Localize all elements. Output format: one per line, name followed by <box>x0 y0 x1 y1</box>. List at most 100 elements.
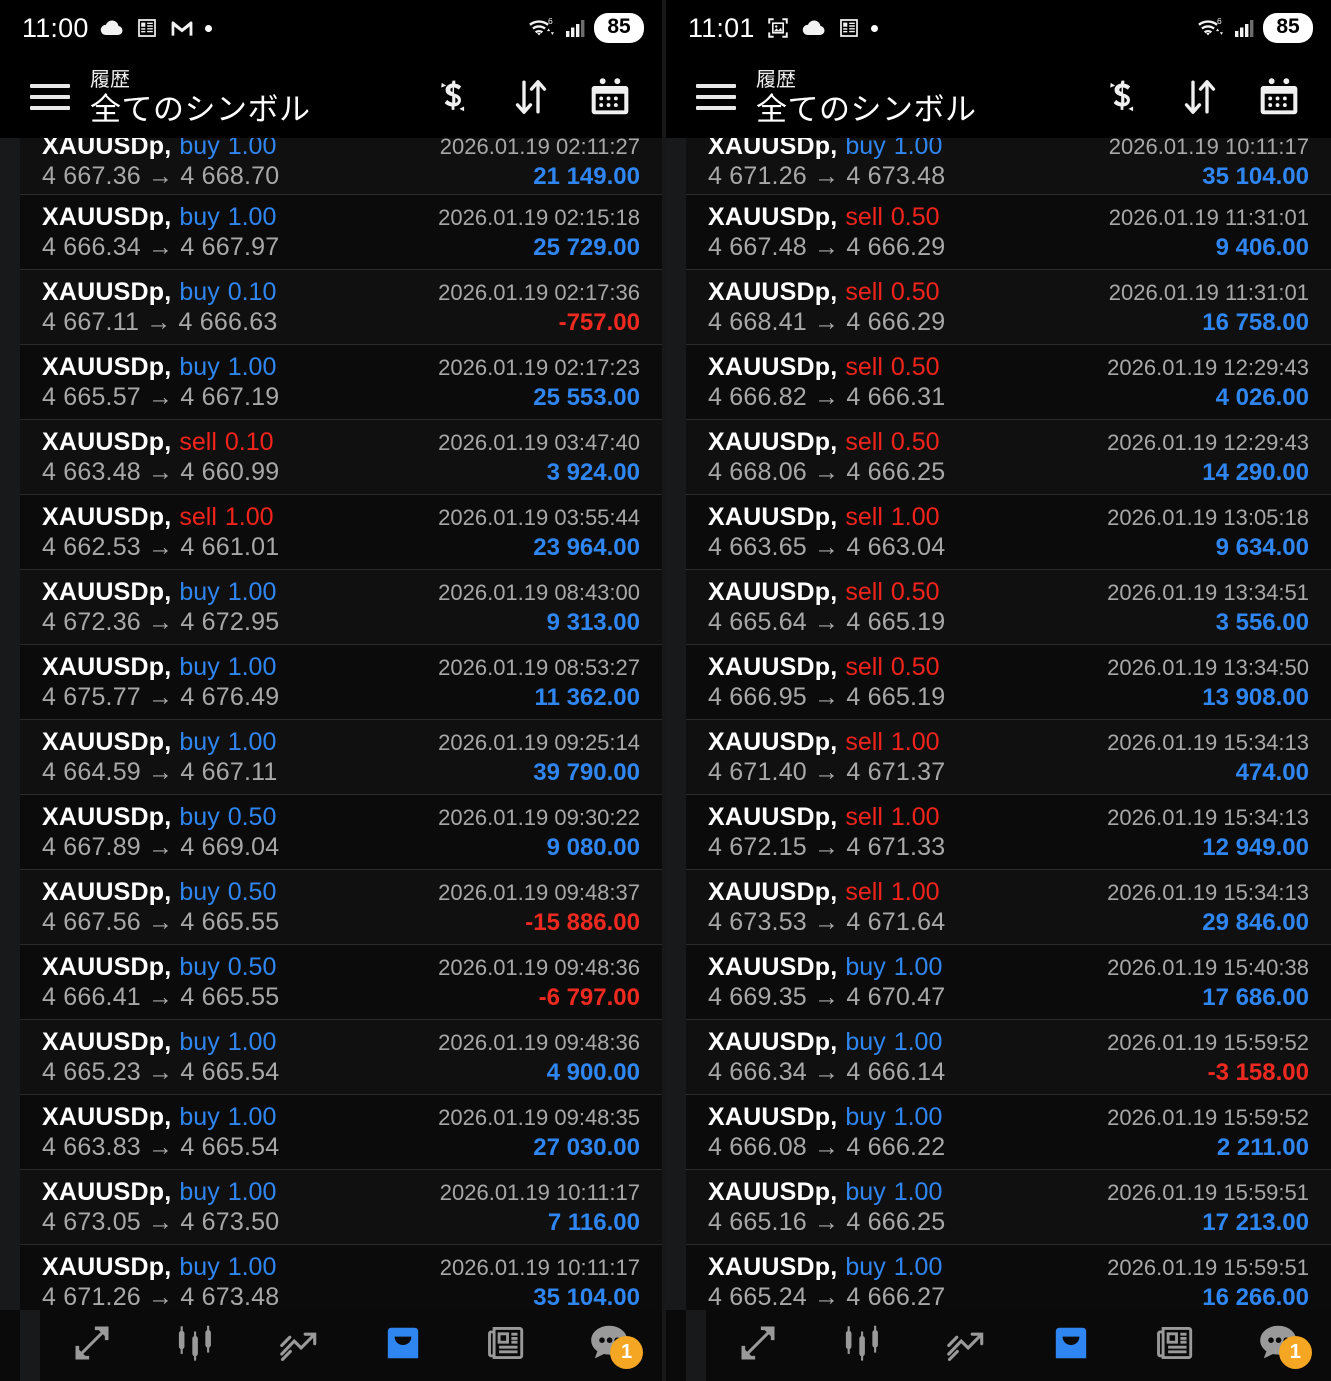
row-primary-line: XAUUSDp, buy 1.00 2026.01.19 15:59:52 <box>708 1028 1309 1057</box>
sort-icon[interactable] <box>510 75 552 119</box>
trade-close-time: 2026.01.19 10:11:17 <box>439 1254 640 1280</box>
nav-charts-button[interactable] <box>825 1310 899 1381</box>
table-row[interactable]: XAUUSDp, buy 1.00 2026.01.19 15:59:52 4 … <box>686 1095 1331 1170</box>
table-row[interactable]: XAUUSDp, buy 1.00 2026.01.19 09:25:14 4 … <box>20 720 662 795</box>
trade-price-range: 4 672.36 → 4 672.95 <box>42 607 280 636</box>
nav-messages-button[interactable]: 1 <box>1242 1310 1316 1381</box>
trade-volume: 1.00 <box>890 502 940 531</box>
trade-symbol: XAUUSDp, <box>42 202 172 231</box>
trade-close-time: 2026.01.19 13:05:18 <box>1107 504 1309 530</box>
row-primary-line: XAUUSDp, sell 0.50 2026.01.19 11:31:01 <box>708 278 1309 307</box>
table-row[interactable]: XAUUSDp, sell 0.50 2026.01.19 11:31:01 4… <box>686 195 1331 270</box>
table-row[interactable]: XAUUSDp, buy 1.00 2026.01.19 10:11:17 4 … <box>20 1170 662 1245</box>
table-row[interactable]: XAUUSDp, buy 1.00 2026.01.19 02:17:23 4 … <box>20 345 662 420</box>
table-row[interactable]: XAUUSDp, sell 1.00 2026.01.19 15:34:13 4… <box>686 720 1331 795</box>
calendar-icon[interactable] <box>1257 75 1301 119</box>
table-row[interactable]: XAUUSDp, buy 0.10 2026.01.19 02:17:36 4 … <box>20 270 662 345</box>
trade-symbol: XAUUSDp, <box>42 1102 172 1131</box>
table-row[interactable]: XAUUSDp, buy 1.00 2026.01.19 10:11:17 4 … <box>20 1245 662 1310</box>
table-row[interactable]: XAUUSDp, sell 0.50 2026.01.19 12:29:43 4… <box>686 345 1331 420</box>
trade-symbol: XAUUSDp, <box>42 577 172 606</box>
row-primary-line: XAUUSDp, buy 1.00 2026.01.19 15:59:51 <box>708 1178 1309 1207</box>
table-row[interactable]: XAUUSDp, sell 0.50 2026.01.19 12:29:43 4… <box>686 420 1331 495</box>
nav-history-button[interactable] <box>1034 1310 1108 1381</box>
trade-close-time: 2026.01.19 02:15:18 <box>438 204 640 230</box>
wifi6-icon: 6 <box>1197 15 1227 41</box>
table-row[interactable]: XAUUSDp, buy 1.00 2026.01.19 09:48:35 4 … <box>20 1095 662 1170</box>
trade-symbol: XAUUSDp, <box>708 502 838 531</box>
trade-profit: 13 908.00 <box>1202 683 1309 711</box>
table-row[interactable]: XAUUSDp, sell 0.10 2026.01.19 03:47:40 4… <box>20 420 662 495</box>
table-row[interactable]: XAUUSDp, sell 1.00 2026.01.19 15:34:13 4… <box>686 795 1331 870</box>
status-bar-left: 11:01 <box>688 13 878 44</box>
trade-profit: 3 556.00 <box>1215 608 1309 636</box>
trade-volume: 1.00 <box>227 1027 277 1056</box>
nav-quotes-button[interactable] <box>55 1310 129 1381</box>
table-row[interactable]: XAUUSDp, sell 1.00 2026.01.19 03:55:44 4… <box>20 495 662 570</box>
trade-close-time: 2026.01.19 11:31:01 <box>1108 204 1309 230</box>
table-row[interactable]: XAUUSDp, sell 1.00 2026.01.19 13:05:18 4… <box>686 495 1331 570</box>
nav-news-button[interactable] <box>1138 1310 1212 1381</box>
history-list-container[interactable]: XAUUSDp, buy 1.00 2026.01.19 10:11:17 4 … <box>666 138 1331 1310</box>
table-row[interactable]: XAUUSDp, buy 1.00 2026.01.19 15:40:38 4 … <box>686 945 1331 1020</box>
history-list[interactable]: XAUUSDp, buy 1.00 2026.01.19 10:11:17 4 … <box>686 138 1331 1310</box>
currency-filter-icon[interactable] <box>1099 75 1143 119</box>
trade-close-time: 2026.01.19 15:34:13 <box>1107 879 1309 905</box>
table-row[interactable]: XAUUSDp, sell 1.00 2026.01.19 15:34:13 4… <box>686 870 1331 945</box>
table-row[interactable]: XAUUSDp, buy 1.00 2026.01.19 15:59:52 4 … <box>686 1020 1331 1095</box>
screenshot-icon <box>765 15 791 41</box>
trade-side: buy <box>179 802 220 831</box>
table-row[interactable]: XAUUSDp, buy 0.50 2026.01.19 09:30:22 4 … <box>20 795 662 870</box>
hamburger-icon[interactable] <box>696 84 736 110</box>
table-row[interactable]: XAUUSDp, sell 0.50 2026.01.19 13:34:50 4… <box>686 645 1331 720</box>
row-secondary-line: 4 665.64 → 4 665.19 3 556.00 <box>708 608 1309 637</box>
table-row[interactable]: XAUUSDp, buy 0.50 2026.01.19 09:48:37 4 … <box>20 870 662 945</box>
trade-price-range: 4 667.11 → 4 666.63 <box>42 307 278 336</box>
trade-profit: 4 900.00 <box>546 1058 640 1086</box>
nav-trade-button[interactable] <box>262 1310 336 1381</box>
trade-side: buy <box>179 952 220 981</box>
row-secondary-line: 4 666.41 → 4 665.55 -6 797.00 <box>42 983 640 1012</box>
table-row[interactable]: XAUUSDp, buy 1.00 2026.01.19 08:53:27 4 … <box>20 645 662 720</box>
trade-volume: 1.00 <box>893 1102 943 1131</box>
trade-price-range: 4 673.53 → 4 671.64 <box>708 907 946 936</box>
header-titles: 履歴 全てのシンボル <box>90 70 311 125</box>
table-row[interactable]: XAUUSDp, buy 1.00 2026.01.19 15:59:51 4 … <box>686 1245 1331 1310</box>
trade-profit: -3 158.00 <box>1207 1058 1309 1086</box>
hamburger-icon[interactable] <box>30 84 70 110</box>
row-primary-line: XAUUSDp, buy 1.00 2026.01.19 08:43:00 <box>42 578 640 607</box>
trade-volume: 0.50 <box>227 952 277 981</box>
nav-history-button[interactable] <box>366 1310 440 1381</box>
row-secondary-line: 4 671.26 → 4 673.48 35 104.00 <box>42 1283 640 1311</box>
table-row[interactable]: XAUUSDp, buy 1.00 2026.01.19 02:15:18 4 … <box>20 195 662 270</box>
trade-profit: 21 149.00 <box>533 163 640 190</box>
status-bar-right: 6 85 <box>1197 12 1313 44</box>
table-row[interactable]: XAUUSDp, buy 1.00 2026.01.19 08:43:00 4 … <box>20 570 662 645</box>
currency-filter-icon[interactable] <box>430 75 474 119</box>
table-row[interactable]: XAUUSDp, buy 0.50 2026.01.19 09:48:36 4 … <box>20 945 662 1020</box>
table-row[interactable]: XAUUSDp, buy 1.00 2026.01.19 15:59:51 4 … <box>686 1170 1331 1245</box>
nav-quotes-button[interactable] <box>721 1310 795 1381</box>
dot-icon <box>870 24 878 32</box>
history-list[interactable]: XAUUSDp, buy 1.00 2026.01.19 02:11:27 4 … <box>20 138 662 1310</box>
table-row[interactable]: XAUUSDp, sell 0.50 2026.01.19 11:31:01 4… <box>686 270 1331 345</box>
trade-volume: 0.50 <box>890 202 940 231</box>
row-secondary-line: 4 665.24 → 4 666.27 16 266.00 <box>708 1283 1309 1311</box>
status-bar-left: 11:00 <box>22 13 212 44</box>
table-row[interactable]: XAUUSDp, buy 1.00 2026.01.19 02:11:27 4 … <box>20 138 662 195</box>
nav-trade-button[interactable] <box>929 1310 1003 1381</box>
nav-charts-button[interactable] <box>158 1310 232 1381</box>
table-row[interactable]: XAUUSDp, buy 1.00 2026.01.19 10:11:17 4 … <box>686 138 1331 195</box>
trade-profit: 39 790.00 <box>533 758 640 786</box>
history-list-container[interactable]: XAUUSDp, buy 1.00 2026.01.19 02:11:27 4 … <box>0 138 662 1310</box>
nav-messages-button[interactable]: 1 <box>573 1310 647 1381</box>
calendar-icon[interactable] <box>588 75 632 119</box>
trade-symbol: XAUUSDp, <box>708 952 838 981</box>
nav-news-button[interactable] <box>469 1310 543 1381</box>
row-secondary-line: 4 667.48 → 4 666.29 9 406.00 <box>708 233 1309 262</box>
table-row[interactable]: XAUUSDp, buy 1.00 2026.01.19 09:48:36 4 … <box>20 1020 662 1095</box>
trade-profit: 2 211.00 <box>1216 1133 1309 1161</box>
table-row[interactable]: XAUUSDp, sell 0.50 2026.01.19 13:34:51 4… <box>686 570 1331 645</box>
sort-icon[interactable] <box>1179 75 1221 119</box>
trade-price-range: 4 672.15 → 4 671.33 <box>708 832 946 861</box>
